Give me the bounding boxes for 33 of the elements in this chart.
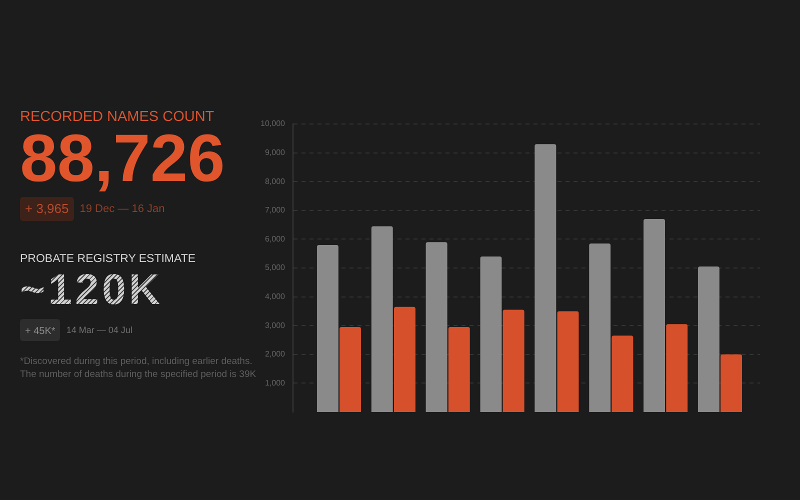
bar [371,226,393,412]
y-tick-label: 7,000 [264,206,286,215]
bar [340,327,362,412]
text: *Discovered during this period, including earlier deaths. The number of deaths during the specified period is 39K [20,355,258,381]
bar [612,336,634,412]
bar [394,306,416,412]
bar [534,144,556,412]
text: + 45K* [25,326,56,337]
bar [502,310,524,412]
y-tick-label: 5,000 [264,263,286,272]
bar [557,311,579,412]
text: 19 Dec — 16 Jan [80,203,165,215]
y-tick-label: 4,000 [264,292,286,302]
y-tick-label: 2,000 [264,350,286,359]
y-tick-label: 3,000 [264,320,286,330]
y-tick-label: 6,000 [264,234,286,244]
bar [644,219,665,412]
bar [426,242,448,412]
text: + 3,965 [25,201,69,216]
bar [589,244,611,412]
bar [666,324,688,412]
text: PROBATE REGISTRY ESTIMATE [20,253,196,265]
bar [480,256,502,412]
bar [698,266,720,412]
y-tick-label: 10,000 [260,119,286,128]
text: 14 Mar — 04 Jul [66,325,132,335]
text: ~120K [20,266,163,314]
bar [720,354,742,412]
bar [316,244,338,412]
bar [448,327,470,412]
y-tick-label: 8,000 [264,176,286,186]
y-tick-label: 9,000 [264,148,286,158]
y-tick-label: 1,000 [264,378,286,388]
